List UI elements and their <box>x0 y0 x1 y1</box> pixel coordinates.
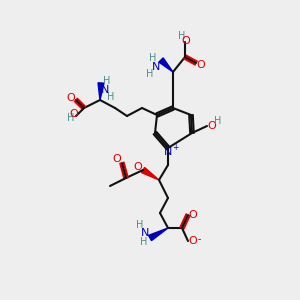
Text: N: N <box>101 85 109 95</box>
Text: O: O <box>70 109 78 119</box>
Text: N: N <box>141 228 149 238</box>
Text: O: O <box>189 236 197 246</box>
Text: -: - <box>198 235 201 244</box>
Text: H: H <box>136 220 144 230</box>
Text: H: H <box>67 113 75 123</box>
Text: H: H <box>140 237 148 247</box>
Text: O: O <box>189 210 197 220</box>
Text: H: H <box>178 31 186 41</box>
Text: O: O <box>112 154 122 164</box>
Polygon shape <box>148 228 168 241</box>
Text: O: O <box>67 93 75 103</box>
Text: N: N <box>164 147 172 157</box>
Text: H: H <box>103 76 111 86</box>
Polygon shape <box>159 58 173 72</box>
Text: H: H <box>149 53 157 63</box>
Text: H: H <box>146 69 154 79</box>
Text: H: H <box>214 116 222 126</box>
Text: O: O <box>196 60 206 70</box>
Polygon shape <box>98 83 104 100</box>
Polygon shape <box>141 167 159 180</box>
Text: H: H <box>107 92 115 102</box>
Text: N: N <box>152 62 160 72</box>
Text: O: O <box>134 162 142 172</box>
Text: +: + <box>172 142 178 152</box>
Text: O: O <box>182 36 190 46</box>
Text: O: O <box>208 121 216 131</box>
